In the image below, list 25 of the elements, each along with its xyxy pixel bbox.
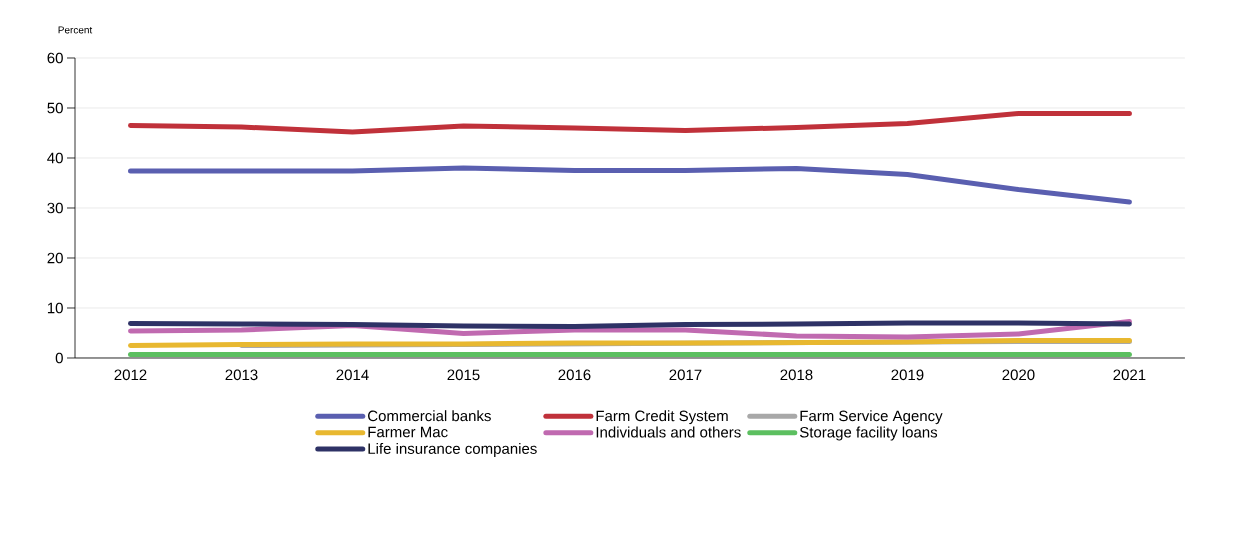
legend-label: Farm Credit System — [596, 410, 728, 425]
x-tick-label: 2018 — [780, 369, 813, 381]
x-tick-label: 2017 — [669, 369, 702, 381]
x-tick-label: 2012 — [114, 369, 147, 381]
x-tick-label: 2019 — [891, 369, 924, 381]
x-tick-label: 2014 — [336, 369, 369, 381]
y-tick-label: 30 — [47, 202, 63, 214]
legend-label: Storage facility loans — [799, 426, 938, 441]
y-tick-label: 40 — [47, 152, 63, 164]
legend-label: Farm Service Agency — [800, 410, 943, 425]
x-tick-label: 2013 — [225, 369, 258, 381]
x-tick-label: 2020 — [1002, 369, 1035, 381]
x-tick-label: 2015 — [447, 369, 480, 381]
legend-label: Life insurance companies — [368, 442, 537, 457]
y-tick-label: 0 — [55, 352, 63, 364]
x-tick-label: 2016 — [558, 369, 591, 381]
y-tick-label: 50 — [47, 102, 63, 114]
y-tick-label: 10 — [47, 302, 63, 314]
legend-label: Individuals and others — [596, 426, 741, 438]
y-tick-label: 20 — [47, 252, 63, 264]
x-tick-label: 2021 — [1113, 369, 1146, 381]
legend-label: Commercial banks — [368, 410, 491, 422]
legend-label: Farmer Mac — [368, 426, 448, 438]
y-axis-title: Percent — [58, 26, 93, 34]
y-tick-label: 60 — [47, 52, 63, 64]
